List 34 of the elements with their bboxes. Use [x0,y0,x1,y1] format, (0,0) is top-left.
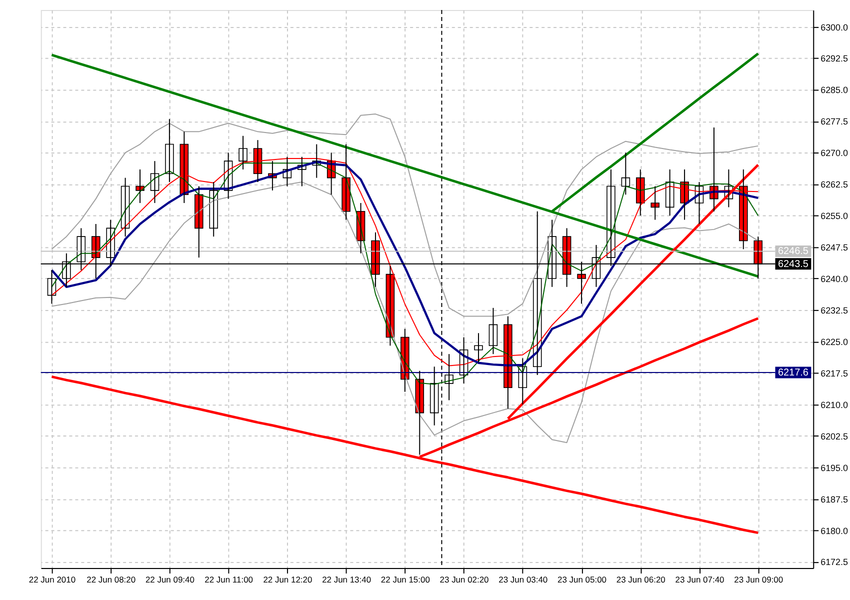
y-tick-label: 6195.0 [820,462,848,473]
y-tick-label: 6180.0 [820,526,848,536]
ref-line-label: 6217.6 [778,368,809,379]
y-tick-label: 6187.5 [820,494,848,504]
y-tick-label: 6172.5 [820,557,848,568]
ref-line-label: 6246.5 [778,246,809,258]
y-tick-label: 6285.0 [820,85,848,96]
x-tick-label: 22 Jun 09:40 [145,574,195,584]
x-tick-label: 23 Jun 03:40 [498,574,548,584]
y-tick-label: 6300.0 [820,22,848,32]
y-tick-label: 6217.5 [820,368,848,378]
x-tick-label: 23 Jun 05:00 [558,574,607,584]
y-tick-label: 6262.5 [820,180,848,190]
y-tick-label: 6225.0 [820,336,848,347]
y-tick-label: 6210.0 [820,400,848,410]
x-tick-label: 23 Jun 07:40 [675,574,725,584]
y-tick-label: 6270.0 [820,148,848,158]
y-tick-label: 6240.0 [820,274,848,284]
y-tick-label: 6292.5 [820,54,848,64]
x-tick-label: 23 Jun 09:00 [734,574,784,584]
x-tick-label: 22 Jun 11:00 [204,574,254,584]
y-tick-label: 6247.5 [820,242,848,253]
ref-line-label: 6243.5 [778,258,809,270]
x-tick-label: 23 Jun 02:20 [440,574,490,584]
y-tick-label: 6232.5 [820,305,848,316]
x-tick-label: 22 Jun 15:00 [380,574,430,584]
y-tick-label: 6202.5 [820,431,848,442]
y-tick-label: 6255.0 [820,211,848,222]
x-tick-label: 22 Jun 08:20 [86,574,136,584]
x-tick-label: 22 Jun 2010 [28,574,76,584]
x-tick-label: 22 Jun 13:40 [322,574,372,584]
x-tick-label: 23 Jun 06:20 [616,574,666,584]
x-tick-label: 22 Jun 12:20 [263,574,312,584]
y-tick-label: 6277.5 [820,116,848,127]
